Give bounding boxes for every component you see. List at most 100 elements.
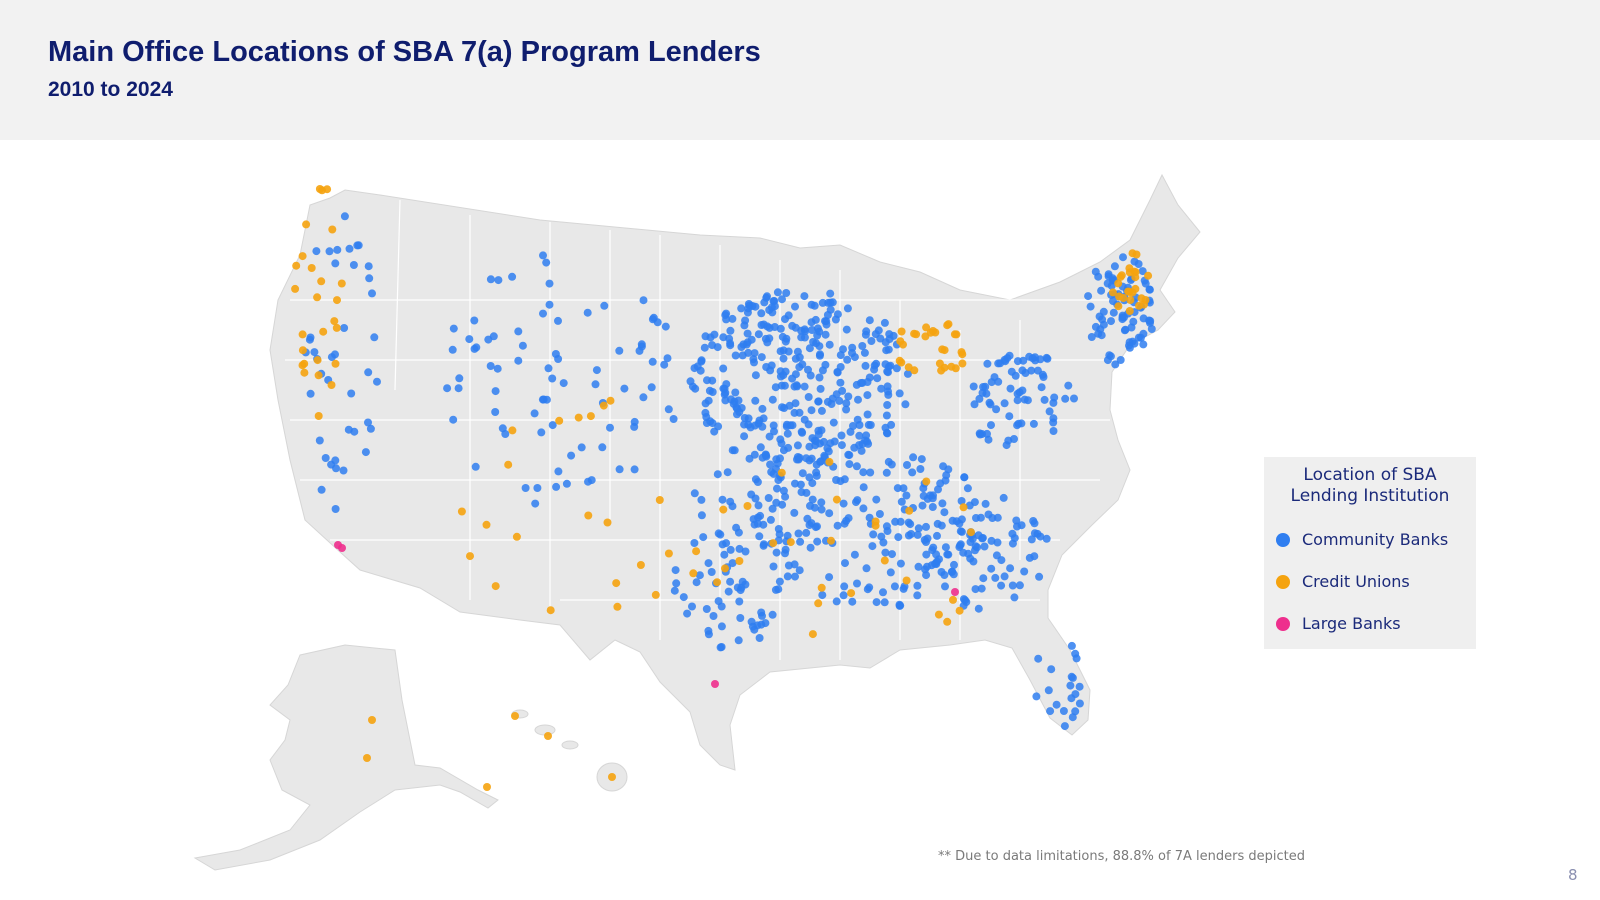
lender-marker xyxy=(736,614,745,622)
lender-marker xyxy=(805,344,814,353)
lender-marker xyxy=(470,316,479,325)
lender-marker xyxy=(1006,384,1015,393)
lender-marker xyxy=(993,538,1002,547)
lender-marker xyxy=(721,564,729,573)
lender-marker xyxy=(823,311,832,319)
lender-marker xyxy=(548,421,557,430)
lender-marker xyxy=(639,296,648,305)
lender-marker xyxy=(788,421,797,430)
lender-marker xyxy=(763,292,771,301)
lender-marker xyxy=(854,395,862,404)
legend-title-line2: Lending Institution xyxy=(1290,486,1450,506)
lender-marker xyxy=(839,499,848,508)
lender-marker xyxy=(863,391,872,400)
lender-marker xyxy=(639,393,648,402)
lender-marker xyxy=(814,397,823,406)
lender-marker xyxy=(783,572,792,581)
lender-marker xyxy=(700,343,709,352)
lender-marker xyxy=(554,467,563,476)
lender-marker xyxy=(762,451,770,460)
lender-marker xyxy=(364,262,373,271)
lender-marker xyxy=(733,583,742,592)
lender-marker xyxy=(482,520,491,529)
lender-marker xyxy=(880,598,889,607)
lender-marker xyxy=(791,302,799,311)
lender-marker xyxy=(777,381,786,390)
lender-marker xyxy=(918,501,927,510)
lender-marker xyxy=(325,247,334,256)
lender-points xyxy=(291,185,1156,791)
lender-marker xyxy=(1066,681,1075,690)
lender-marker xyxy=(747,490,756,499)
lender-marker xyxy=(941,476,950,485)
lender-marker xyxy=(697,495,706,504)
lender-marker xyxy=(327,460,336,469)
lender-marker xyxy=(1030,519,1039,528)
lender-marker xyxy=(987,421,995,430)
lender-marker xyxy=(545,279,554,288)
lender-marker xyxy=(792,381,801,390)
lender-marker xyxy=(772,548,781,557)
lender-marker xyxy=(317,485,326,494)
lender-marker xyxy=(686,377,695,386)
lender-marker xyxy=(890,582,899,591)
lender-marker xyxy=(707,568,716,576)
lender-marker xyxy=(298,252,307,261)
lender-marker xyxy=(949,570,958,579)
lender-marker xyxy=(373,377,381,386)
lender-marker xyxy=(735,557,744,565)
lender-marker xyxy=(741,580,750,589)
lender-marker xyxy=(773,288,782,297)
map-land xyxy=(193,173,1201,871)
lender-marker xyxy=(771,383,780,392)
lender-marker xyxy=(817,583,826,592)
lender-marker xyxy=(511,712,519,720)
lender-marker xyxy=(818,298,827,307)
lender-marker xyxy=(770,302,779,311)
lender-marker xyxy=(782,289,791,297)
lender-marker xyxy=(786,538,795,547)
lender-marker xyxy=(922,571,931,580)
lender-marker xyxy=(1119,253,1127,262)
lender-marker xyxy=(1035,572,1044,581)
lender-marker xyxy=(816,384,825,393)
lender-marker xyxy=(1052,700,1061,709)
lender-marker xyxy=(822,317,831,326)
lender-marker xyxy=(826,289,835,298)
lender-marker xyxy=(919,484,928,493)
lender-marker xyxy=(869,530,878,539)
lender-marker xyxy=(504,460,513,469)
lender-marker xyxy=(302,220,311,229)
lender-marker xyxy=(1034,654,1043,663)
lender-marker xyxy=(671,566,680,575)
lender-marker xyxy=(750,358,758,367)
lender-marker xyxy=(711,680,719,688)
lender-marker xyxy=(800,333,809,342)
lender-marker xyxy=(699,533,708,542)
lender-marker xyxy=(766,460,775,469)
lender-marker xyxy=(704,396,713,405)
lender-marker xyxy=(759,520,768,529)
lender-marker xyxy=(865,513,874,522)
lender-marker xyxy=(934,610,943,619)
lender-marker xyxy=(832,495,841,504)
lender-marker xyxy=(928,503,937,511)
lender-marker xyxy=(718,540,727,549)
lender-marker xyxy=(818,591,827,600)
lender-marker xyxy=(368,716,376,724)
lender-marker xyxy=(491,387,500,396)
lender-marker xyxy=(361,448,370,457)
lender-marker xyxy=(292,261,301,270)
lender-marker xyxy=(692,578,701,587)
lender-marker xyxy=(734,636,743,645)
lender-marker xyxy=(883,367,892,376)
lender-marker xyxy=(848,343,857,352)
lender-marker xyxy=(363,754,371,762)
lender-marker xyxy=(970,498,979,507)
lender-marker xyxy=(726,326,735,335)
lender-marker xyxy=(518,341,527,350)
lender-marker xyxy=(1006,564,1015,573)
lender-marker xyxy=(859,468,868,477)
lender-marker xyxy=(973,543,982,552)
lender-marker xyxy=(483,783,491,791)
